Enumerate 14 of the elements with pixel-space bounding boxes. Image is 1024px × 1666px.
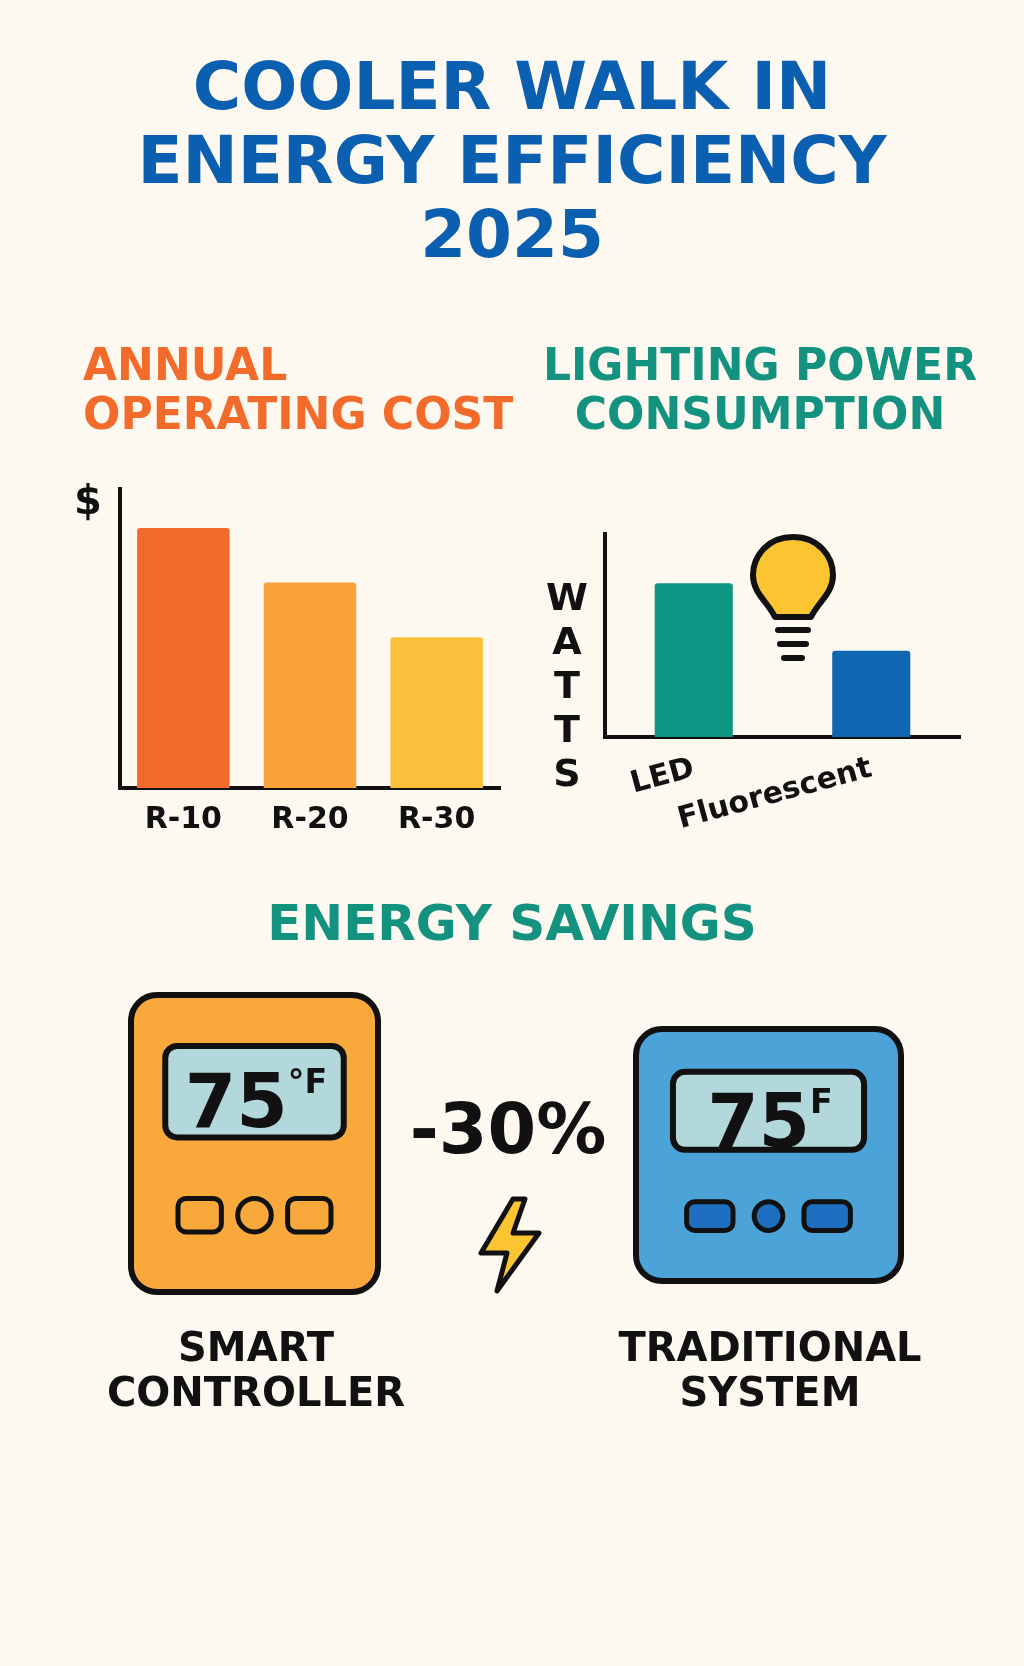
text: 75$^{F}$ (706, 1078, 834, 1164)
x-tick-label: R-30 (398, 799, 476, 835)
x-tick-label: R-20 (271, 799, 349, 835)
text: SMART CONTROLLER (106, 1324, 406, 1415)
chart-title: ANNUAL OPERATING COST (83, 339, 515, 440)
text: COOLER WALK IN ENERGY EFFICIENCY 2025 (136, 48, 888, 273)
text: -30% (408, 1088, 608, 1170)
chart-title: LIGHTING POWER CONSUMPTION (541, 339, 979, 440)
text: TRADITIONAL SYSTEM (617, 1324, 923, 1415)
y-axis-title: WATTS (545, 575, 589, 795)
x-tick-label: R-10 (144, 799, 222, 835)
text: 75$^{°F}$ (183, 1058, 329, 1144)
text: ENERGY SAVINGS (266, 894, 758, 952)
y-axis-title: $ (74, 477, 102, 523)
